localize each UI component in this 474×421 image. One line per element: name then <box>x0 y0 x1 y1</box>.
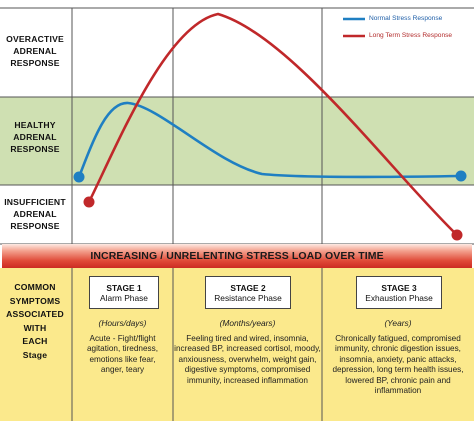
stage-1-header: STAGE 1 Alarm Phase <box>89 276 159 309</box>
stage-3-symptom-line: lowered BP, chronic pain and <box>345 375 451 385</box>
row-label-healthy: HEALTHY ADRENAL RESPONSE <box>10 120 60 154</box>
stage-3-duration: (Years) <box>384 318 412 328</box>
stage-2-duration: (Months/years) <box>219 318 276 328</box>
stage-2-symptom-line: Feeling tired and wired, insomnia, <box>186 334 309 343</box>
stage-1-title: STAGE 1 <box>106 282 142 293</box>
stage-2-header: STAGE 2 Resistance Phase <box>205 276 291 309</box>
stage-2-symptom-line: increased BP, increased cortisol, moody, <box>174 344 321 354</box>
stage-2-symptom-line: anxiousness, overwhelm, weight gain, <box>178 354 317 364</box>
stage-2-phase: Resistance Phase <box>214 292 282 303</box>
stage-1-symptom-line: anger, teary <box>100 365 145 375</box>
stage-1-symptom-line: emotions like fear, <box>89 354 156 364</box>
stage-2-symptom-line: digestive symptoms, compromised <box>184 365 311 375</box>
stage-2-title: STAGE 2 <box>230 282 266 293</box>
stage-1-symptom-line: agitation, tiredness, <box>86 344 158 354</box>
stage-3-symptom-line: insomnia, anxiety, panic attacks, <box>339 354 457 364</box>
normal-start-point <box>73 171 85 183</box>
normal-end-point <box>455 170 467 182</box>
stage-3-symptom-line: Chronically fatigued, compromised <box>335 334 461 343</box>
legend-long-term-label: Long Term Stress Response <box>369 32 453 39</box>
stage-1-symptom-line: Acute - Fight/flight <box>89 334 156 343</box>
stage-3-symptom-line: depression, long term health issues, <box>332 365 464 375</box>
stage-3-symptom-line: immunity, chronic digestion issues, <box>335 344 461 354</box>
stage-2-symptom-line: immunity, increased inflammation <box>187 375 308 385</box>
healthy-band <box>0 97 474 185</box>
stage-1-duration: (Hours/days) <box>98 318 147 328</box>
stage-1-symptoms: Acute - Fight/flight agitation, tirednes… <box>72 334 173 376</box>
long-term-start-point <box>83 196 95 208</box>
long-term-end-point <box>451 229 463 241</box>
stage-3-symptoms: Chronically fatigued, compromised immuni… <box>322 334 474 396</box>
row-label-symptoms: COMMON SYMPTOMS ASSOCIATED WITH EACH Sta… <box>6 282 64 360</box>
stage-3-title: STAGE 3 <box>381 282 417 293</box>
row-label-insufficient: INSUFFICIENT ADRENAL RESPONSE <box>4 197 66 231</box>
row-label-overactive: OVERACTIVE ADRENAL RESPONSE <box>6 34 64 68</box>
stage-1-phase: Alarm Phase <box>100 292 148 303</box>
legend-normal-label: Normal Stress Response <box>369 15 443 22</box>
stage-3-symptom-line: inflammation <box>374 386 422 396</box>
stage-3-header: STAGE 3 Exhaustion Phase <box>356 276 442 309</box>
stage-2-symptoms: Feeling tired and wired, insomnia, incre… <box>173 334 322 386</box>
stress-load-banner: INCREASING / UNRELENTING STRESS LOAD OVE… <box>2 244 472 268</box>
normal-stress-curve <box>77 101 463 179</box>
long-term-stress-curve <box>87 12 459 237</box>
stage-3-phase: Exhaustion Phase <box>365 292 433 303</box>
